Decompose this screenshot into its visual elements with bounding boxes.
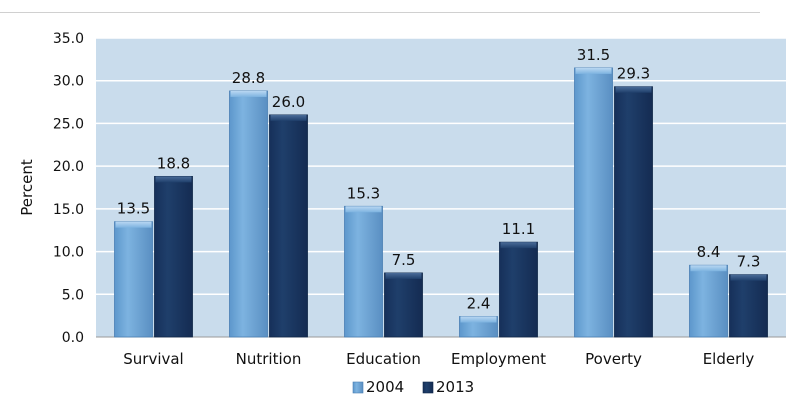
bar-cap-2004-poverty (575, 67, 612, 74)
y-tick-label: 10.0 (53, 245, 84, 261)
bar-cap-2013-employment (500, 242, 537, 249)
bar-2004-elderly (689, 264, 728, 338)
bar-2004-survival (114, 221, 153, 338)
bar-2013-elderly (729, 274, 768, 338)
bar-cap-2004-survival (115, 221, 152, 228)
plot-area (96, 38, 786, 337)
top-divider (0, 12, 760, 13)
bar-cap-2013-nutrition (270, 114, 307, 121)
y-tick-label: 5.0 (62, 287, 84, 303)
data-label: 28.8 (232, 69, 265, 87)
data-label: 7.3 (737, 253, 761, 271)
x-tick-label: Elderly (703, 350, 755, 368)
x-tick-label: Employment (451, 350, 546, 368)
x-tick-label: Survival (123, 350, 183, 368)
bar-2013-nutrition (269, 114, 308, 338)
legend-label-2013: 2013 (436, 378, 474, 396)
data-label: 26.0 (272, 93, 305, 111)
data-label: 13.5 (117, 200, 150, 218)
data-label: 29.3 (617, 65, 650, 83)
data-label: 11.1 (502, 220, 535, 238)
legend-label-2004: 2004 (366, 378, 404, 396)
bar-cap-2004-education (345, 206, 382, 213)
x-tick-label: Poverty (585, 350, 642, 368)
y-tick-label: 0.0 (62, 330, 84, 346)
bar-2013-education (384, 272, 423, 338)
y-tick-label: 15.0 (53, 202, 84, 218)
bar-2004-education (344, 205, 383, 338)
data-label: 2.4 (467, 294, 491, 312)
x-tick-label: Education (346, 350, 421, 368)
bar-cap-2004-nutrition (230, 90, 267, 97)
bar-cap-2013-survival (155, 176, 192, 183)
bar-cap-2004-elderly (690, 265, 727, 272)
data-label: 31.5 (577, 46, 610, 64)
bar-cap-2013-education (385, 272, 422, 279)
legend-swatch-2004 (352, 381, 364, 394)
bar-2013-survival (154, 175, 193, 338)
data-label: 8.4 (697, 243, 721, 261)
bar-cap-2013-poverty (615, 86, 652, 93)
data-label: 18.8 (157, 154, 190, 172)
bar-2004-nutrition (229, 90, 268, 338)
x-tick-label: Nutrition (236, 350, 302, 368)
y-tick-label: 30.0 (53, 74, 84, 90)
bar-2013-employment (499, 241, 538, 338)
data-label: 7.5 (392, 251, 416, 269)
legend-swatch-2013 (422, 381, 434, 394)
bar-cap-2004-employment (460, 316, 497, 323)
bar-2004-poverty (574, 67, 613, 338)
y-tick-label: 35.0 (53, 31, 84, 47)
y-tick-label: 20.0 (53, 159, 84, 175)
y-axis-title: Percent (18, 159, 36, 216)
bar-2013-poverty (614, 86, 653, 338)
bar-cap-2013-elderly (730, 274, 767, 281)
y-tick-label: 25.0 (53, 116, 84, 132)
data-label: 15.3 (347, 184, 380, 202)
